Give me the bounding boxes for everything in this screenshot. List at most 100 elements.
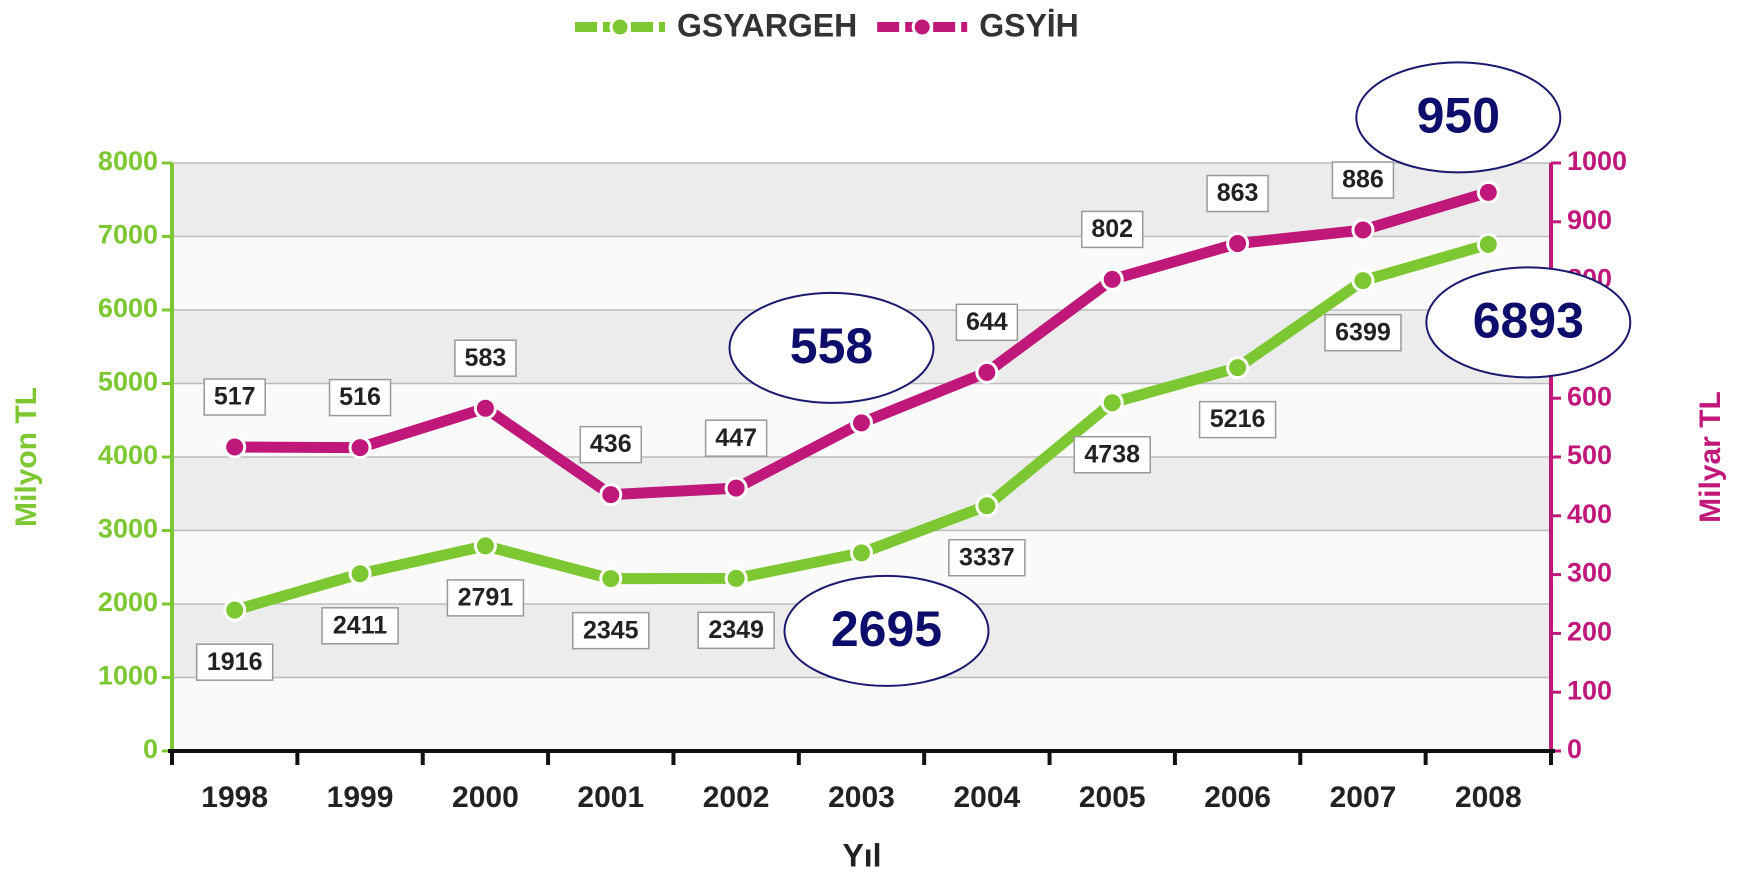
data-label: 436 [590,430,632,458]
y2-tick-label: 1000 [1567,146,1627,176]
point [599,567,623,591]
data-label-box [955,303,1019,342]
point [850,541,873,565]
x-tick-label: 2008 [1455,781,1522,814]
data-label-box [1331,161,1395,199]
y2-tick-label: 600 [1567,381,1612,411]
y2-axis-label: Milyar TL [1694,391,1727,523]
data-label: 5216 [1210,405,1266,433]
data-label: 886 [1342,166,1384,194]
callout [1355,61,1562,174]
data-label: 583 [465,344,507,372]
legend-marker [911,16,933,38]
data-label: 517 [214,383,256,411]
x-tick-label: 2006 [1204,781,1271,814]
data-label-box [697,611,775,650]
point [1476,232,1500,256]
y2-tick-label: 0 [1567,734,1582,764]
point [975,360,999,384]
data-label: 802 [1091,215,1133,243]
point [1476,180,1500,204]
data-label: 863 [1217,179,1259,207]
x-tick-label: 1998 [201,781,268,814]
data-label: 2411 [333,611,387,639]
legend-label: GSYİH [979,7,1079,43]
grid-band [172,457,1551,531]
y-tick-label: 5000 [98,367,158,397]
point [1100,391,1124,415]
data-label-box [454,339,517,377]
point [724,476,748,500]
callout [783,574,990,687]
data-label-box [704,419,768,457]
y-tick-label: 6000 [98,293,158,323]
y-tick-label: 0 [143,734,158,764]
point [724,566,748,590]
data-label: 516 [339,383,381,411]
data-label-box [948,538,1026,577]
point [1351,218,1375,242]
data-label-box [1206,174,1269,213]
y2-tick-label: 100 [1567,675,1612,705]
y-tick-label: 4000 [98,440,158,470]
data-label-box [321,607,399,645]
point [599,483,623,507]
x-axis-label: Yıl [842,837,881,873]
data-label: 558 [790,318,873,374]
callout [1425,266,1632,379]
y-tick-label: 7000 [98,220,158,250]
y-tick-label: 2000 [98,587,158,617]
x-tick-label: 2001 [577,781,644,814]
point [223,435,247,459]
y-tick-label: 3000 [98,514,158,544]
grid-band [172,163,1551,237]
point [1226,356,1250,380]
data-label-box [1198,400,1277,439]
y-tick-label: 1000 [98,661,158,691]
x-tick-label: 2000 [452,781,519,814]
data-label-box [1080,210,1144,249]
data-label-box [572,611,650,650]
data-label-box [446,579,525,617]
y2-tick-label: 200 [1567,617,1612,647]
x-tick-label: 2005 [1079,781,1146,814]
data-label: 447 [715,424,757,452]
data-label-box [1073,436,1151,474]
data-label: 950 [1417,88,1500,144]
y2-tick-label: 500 [1567,440,1612,470]
callout [728,291,935,404]
y2-tick-label: 900 [1567,205,1612,235]
x-tick-label: 1999 [327,781,394,814]
data-label: 2345 [583,616,639,644]
data-label: 1916 [207,648,263,676]
data-label: 3337 [959,543,1015,571]
x-tick-label: 2003 [828,781,895,814]
y-axis-label: Milyon TL [10,387,43,527]
point [348,562,372,586]
data-label-box [1324,313,1402,352]
point [473,534,497,558]
data-label-box [328,378,392,417]
x-tick-label: 2007 [1330,781,1397,814]
point [1226,232,1250,256]
y2-tick-label: 300 [1567,558,1612,588]
data-label: 4738 [1084,440,1140,468]
data-label: 6399 [1335,318,1391,346]
data-label: 6893 [1473,293,1584,349]
point [975,494,999,518]
x-tick-label: 2002 [703,781,770,814]
data-label: 2791 [458,583,514,611]
legend-label: GSYARGEH [677,7,857,43]
point [473,396,497,420]
data-label: 644 [966,308,1008,336]
x-tick-label: 2004 [953,781,1020,814]
point [223,598,247,622]
data-label-box [195,643,274,681]
y-tick-label: 8000 [98,146,158,176]
legend-marker [609,16,631,38]
y2-tick-label: 400 [1567,499,1612,529]
data-label-box [203,378,266,416]
data-label-box [579,425,643,464]
data-label: 2695 [831,601,942,657]
